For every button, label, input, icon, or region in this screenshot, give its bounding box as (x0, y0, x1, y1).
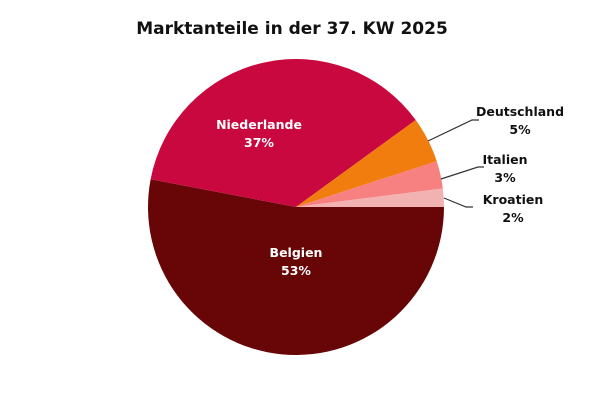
slice-label-niederlande: Niederlande (216, 117, 302, 132)
slice-value-italien: 3% (494, 170, 516, 185)
pie-slice-niederlande (150, 58, 416, 207)
pie-slices (148, 58, 445, 356)
slice-label-kroatien: Kroatien (483, 192, 544, 207)
leader-line-italien (440, 166, 484, 180)
leader-line-kroatien (443, 197, 473, 208)
leader-line-deutschland (427, 119, 479, 142)
slice-value-belgien: 53% (281, 263, 311, 278)
pie-labels: Belgien 53% Niederlande 37% Deutschland 5% Ita… (216, 104, 564, 278)
chart-title: Marktanteile in der 37. KW 2025 (136, 19, 448, 39)
slice-label-deutschland: Deutschland (476, 104, 564, 119)
slice-value-deutschland: 5% (509, 122, 531, 137)
slice-value-kroatien: 2% (502, 210, 524, 225)
pie-slice-belgien (148, 179, 445, 356)
pie-slice-italien (296, 161, 443, 207)
pie-slice-kroatien (296, 188, 444, 207)
slice-label-italien: Italien (482, 152, 527, 167)
slice-value-niederlande: 37% (244, 135, 274, 150)
slice-label-belgien: Belgien (270, 245, 323, 260)
pie-slice-deutschland (296, 120, 437, 207)
